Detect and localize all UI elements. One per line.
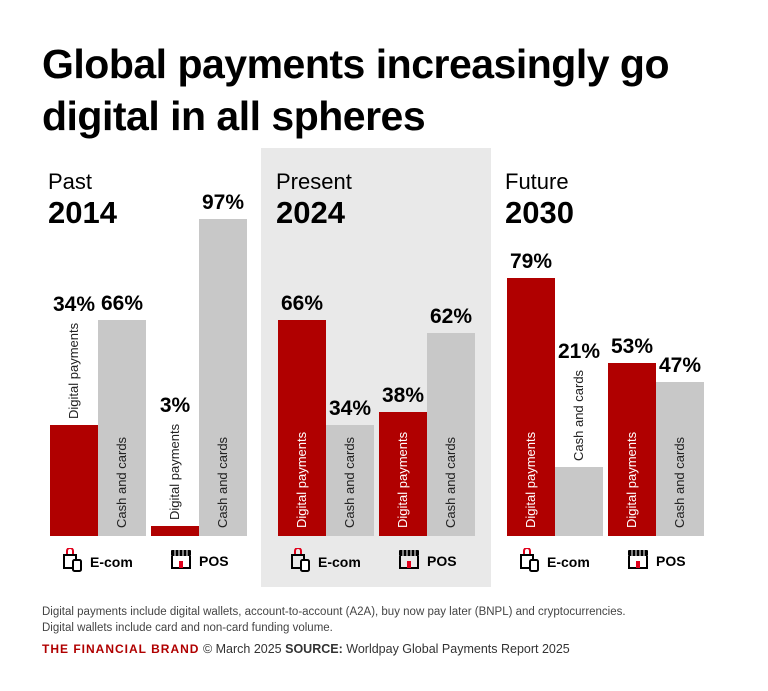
value-label: 38% <box>381 383 425 407</box>
era-label: Past <box>48 169 93 194</box>
series-label: Digital payments <box>395 431 410 528</box>
series-label: Cash and cards <box>342 436 357 528</box>
value-label: 66% <box>100 292 144 316</box>
category-pos: POS <box>169 548 229 573</box>
source-label: SOURCE: <box>285 642 343 656</box>
category-label: POS <box>656 552 686 569</box>
bar-digital <box>278 320 326 536</box>
brand-logo: THE FINANCIAL BRAND <box>42 642 200 656</box>
series-label: Cash and cards <box>114 436 129 528</box>
year-label: 2014 <box>48 195 117 230</box>
bar-cash <box>656 382 704 536</box>
series-label: Cash and cards <box>443 436 458 528</box>
series-label: Cash and cards <box>571 370 586 462</box>
year-label: 2030 <box>505 195 574 230</box>
bar-digital <box>507 277 555 536</box>
series-label: Digital payments <box>294 431 309 528</box>
value-label: 66% <box>280 292 324 316</box>
value-label: 3% <box>159 394 191 418</box>
footnotes: Digital payments include digital wallets… <box>42 604 626 636</box>
bar-digital <box>379 411 427 536</box>
bar-cash <box>98 320 146 536</box>
value-label: 34% <box>52 292 96 316</box>
era-label: Present <box>276 169 352 194</box>
category-ecom: E-com <box>519 547 590 575</box>
storefront-icon <box>397 548 421 573</box>
chart-title: Global payments increasingly go digital … <box>42 41 670 139</box>
shopping-bag-phone-icon <box>290 547 312 575</box>
footer: THE FINANCIAL BRAND © March 2025 SOURCE:… <box>42 642 570 656</box>
year-label: 2024 <box>276 195 345 230</box>
value-label: 34% <box>328 396 372 420</box>
category-label: POS <box>427 552 457 569</box>
value-label: 21% <box>557 340 601 364</box>
category-pos: POS <box>626 548 686 573</box>
bar-cash <box>427 333 475 536</box>
value-label: 62% <box>429 305 473 329</box>
series-label: Digital payments <box>167 424 182 521</box>
category-ecom: E-com <box>290 547 361 575</box>
storefront-icon <box>169 548 193 573</box>
value-label: 79% <box>509 249 553 273</box>
bar-cash <box>555 467 603 536</box>
source-text: Worldpay Global Payments Report 2025 <box>346 642 570 656</box>
bar-digital <box>608 362 656 536</box>
series-label: Digital payments <box>66 322 81 419</box>
footer-date: © March 2025 <box>202 642 282 656</box>
series-label: Digital payments <box>523 431 538 528</box>
series-label: Cash and cards <box>215 436 230 528</box>
category-label: E-com <box>318 553 361 570</box>
category-label: E-com <box>90 553 133 570</box>
shopping-bag-phone-icon <box>62 547 84 575</box>
bar-cash <box>199 218 247 536</box>
footnote: Digital payments include digital wallets… <box>42 606 626 618</box>
category-label: POS <box>199 552 229 569</box>
value-label: 53% <box>610 334 654 358</box>
series-label: Digital payments <box>624 431 639 528</box>
category-label: E-com <box>547 553 590 570</box>
era-label: Future <box>505 169 569 194</box>
series-label: Cash and cards <box>672 436 687 528</box>
footnote: Digital wallets include card and non-car… <box>42 622 333 634</box>
value-label: 97% <box>201 190 245 214</box>
bar-cash <box>326 424 374 536</box>
storefront-icon <box>626 548 650 573</box>
bar-digital <box>151 526 199 536</box>
category-pos: POS <box>397 548 457 573</box>
bar-digital <box>50 424 98 536</box>
category-ecom: E-com <box>62 547 133 575</box>
shopping-bag-phone-icon <box>519 547 541 575</box>
value-label: 47% <box>658 354 702 378</box>
